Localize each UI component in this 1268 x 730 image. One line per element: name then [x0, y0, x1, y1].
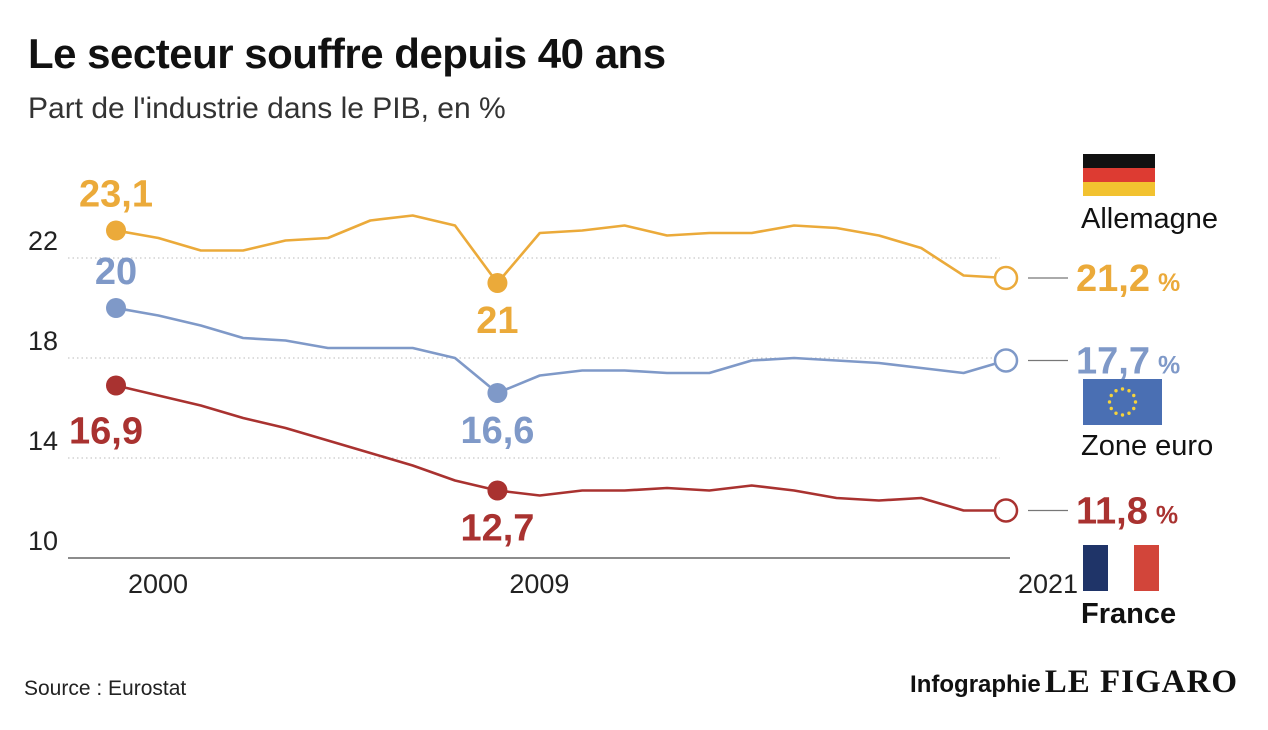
- eu-star: [1107, 400, 1112, 404]
- legend-france: France: [1081, 598, 1177, 630]
- eu-star: [1120, 387, 1125, 391]
- eu-star: [1132, 406, 1136, 411]
- y-tick-label: 18: [28, 326, 58, 356]
- data-label-eurozone-2009: 16,6: [460, 410, 534, 452]
- end-label-eurozone: 17,7%: [1076, 341, 1180, 383]
- eu-star: [1109, 393, 1113, 398]
- series-line-eurozone: [115, 306, 1007, 395]
- y-tick-label: 10: [28, 526, 58, 556]
- marker-france-2000: [106, 375, 126, 396]
- eu-star: [1109, 406, 1113, 411]
- x-tick-label: 2021: [1018, 569, 1078, 599]
- eu-star: [1114, 389, 1118, 393]
- data-label-germany-2009: 21: [476, 300, 518, 342]
- series-line-france: [115, 384, 1006, 512]
- series-lines: [115, 214, 1007, 512]
- end-label-france: 11,8%: [1076, 491, 1178, 533]
- marker-eurozone-2000: [106, 298, 126, 318]
- credit-label: Infographie: [910, 671, 1041, 698]
- eu-star: [1127, 389, 1131, 393]
- data-label-germany-2000: 23,1: [79, 174, 153, 216]
- marker-france-2009: [487, 480, 508, 501]
- end-marker-eurozone: [993, 348, 1019, 373]
- x-tick-label: 2000: [128, 569, 188, 599]
- data-labels: 23,1 21 21,2 % 20 16,6 17,7 % 16,9 12,7 11,8%: [69, 174, 1180, 550]
- series-markers: [106, 220, 1068, 523]
- end-marker-germany: [993, 265, 1019, 291]
- end-marker-france: [993, 498, 1019, 523]
- france-flag-icon: [1083, 545, 1159, 591]
- marker-eurozone-2009: [487, 383, 508, 403]
- eu-star: [1133, 400, 1138, 404]
- data-label-eurozone-2000: 20: [95, 251, 137, 293]
- eu-star: [1127, 411, 1131, 415]
- germany-flag-icon: [1083, 154, 1155, 196]
- y-tick-label: 14: [28, 426, 58, 456]
- eu-flag-icon: [1083, 379, 1162, 425]
- legend-germany: Allemagne: [1081, 203, 1219, 235]
- chart-subtitle: Part de l'industrie dans le PIB, en %: [28, 92, 506, 125]
- x-tick-label: 2009: [509, 569, 569, 599]
- eu-star: [1120, 413, 1125, 417]
- marker-germany-2000: [106, 220, 126, 241]
- series-line-germany: [115, 214, 1007, 285]
- end-label-germany: 21,2%: [1076, 258, 1180, 300]
- marker-germany-2009: [487, 273, 508, 293]
- chart-title: Le secteur souffre depuis 40 ans: [28, 30, 666, 77]
- y-tick-label: 22: [28, 226, 58, 256]
- legend-eurozone: Zone euro: [1081, 430, 1214, 462]
- data-label-france-2009: 12,7: [460, 508, 534, 550]
- eu-star: [1114, 411, 1118, 415]
- source-note: Source : Eurostat: [24, 677, 187, 700]
- eu-star: [1132, 393, 1136, 398]
- le-figaro-logo: LE FIGARO: [1044, 664, 1238, 700]
- data-label-france-2000: 16,9: [69, 411, 143, 453]
- credit: Infographie LE FIGARO: [910, 664, 1238, 701]
